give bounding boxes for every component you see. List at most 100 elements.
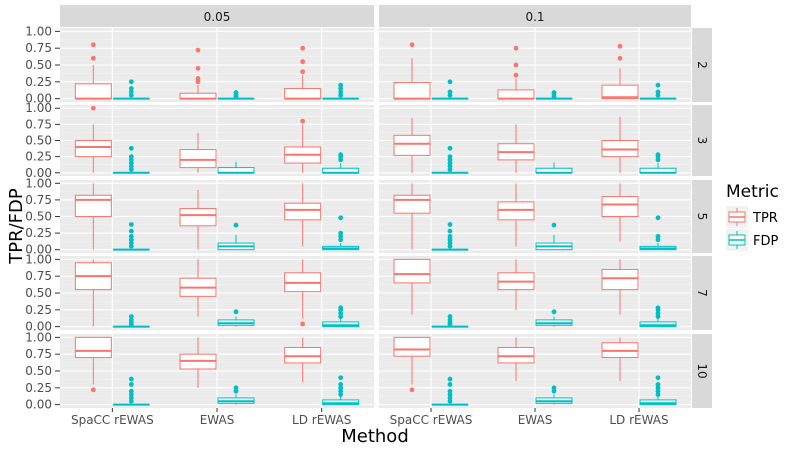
- box-fdp: [431, 145, 469, 174]
- outlier-point: [128, 240, 134, 246]
- outlier-point: [447, 240, 453, 246]
- y-tick-label: 0.50: [25, 134, 52, 148]
- y-tick-label: 0.50: [25, 286, 52, 300]
- box-fdp: [639, 215, 677, 251]
- outlier-point: [128, 89, 134, 95]
- box-body: [639, 399, 677, 406]
- box-body: [601, 84, 639, 100]
- y-tick-label: 0.00: [25, 243, 52, 257]
- y-tick-label: 0.00: [25, 92, 52, 106]
- col-strip-label: 0.05: [204, 10, 231, 24]
- outlier-point: [128, 154, 134, 160]
- outlier-point: [655, 382, 661, 387]
- y-tick-label: 0.75: [25, 269, 52, 283]
- box-fdp: [431, 222, 469, 251]
- box-fdp: [112, 376, 150, 406]
- outlier-point: [655, 388, 661, 394]
- y-tick-label: 1.00: [25, 176, 52, 190]
- outlier-point: [655, 392, 661, 397]
- box-body: [322, 399, 360, 406]
- outlier-point: [338, 314, 344, 319]
- box-body: [393, 134, 431, 156]
- outlier-point: [447, 222, 453, 227]
- outlier-point: [128, 237, 134, 243]
- col-strip-label: 0.1: [525, 10, 544, 24]
- box-fdp: [217, 90, 255, 100]
- box-fdp: [217, 222, 255, 251]
- outlier-point: [655, 234, 661, 239]
- row-strip: [692, 28, 712, 102]
- outlier-point: [513, 62, 519, 68]
- outlier-point: [300, 45, 306, 51]
- box-fdp: [431, 314, 469, 328]
- outlier-point: [447, 243, 453, 249]
- outlier-point: [655, 237, 661, 243]
- outlier-point: [128, 392, 134, 397]
- y-tick-label: 0.25: [25, 226, 52, 240]
- box-tpr: [601, 116, 639, 173]
- box-fdp: [431, 376, 469, 406]
- outlier-point: [655, 82, 661, 88]
- box-tpr: [179, 259, 217, 317]
- outlier-point: [447, 395, 453, 401]
- outlier-point: [513, 45, 519, 51]
- box-fdp: [217, 385, 255, 405]
- y-tick-label: 0.25: [25, 381, 52, 395]
- box-tpr: [601, 337, 639, 382]
- outlier-point: [447, 92, 453, 98]
- box-tpr: [393, 336, 431, 393]
- box-body: [393, 336, 431, 357]
- y-tick-label: 0.00: [25, 166, 52, 180]
- box-tpr: [497, 183, 535, 247]
- outlier-point: [128, 86, 134, 91]
- outlier-point: [338, 86, 344, 91]
- outlier-point: [233, 90, 239, 95]
- outlier-point: [195, 79, 201, 85]
- outlier-point: [447, 145, 453, 151]
- box-tpr: [179, 337, 217, 388]
- outlier-point: [128, 382, 134, 387]
- outlier-point: [655, 215, 661, 221]
- outlier-point: [551, 388, 557, 394]
- box-fdp: [322, 375, 360, 406]
- box-fdp: [535, 309, 573, 327]
- axes: 0.000.250.500.751.000.000.250.500.751.00…: [25, 24, 668, 427]
- row-strip-label: 10: [695, 363, 709, 378]
- y-tick-label: 0.50: [25, 364, 52, 378]
- outlier-point: [128, 222, 134, 227]
- row-strip: [692, 256, 712, 330]
- box-body: [284, 88, 322, 100]
- outlier-point: [300, 321, 306, 327]
- outlier-point: [447, 154, 453, 160]
- outlier-point: [128, 228, 134, 234]
- row-strip-label: 7: [695, 289, 709, 297]
- outlier-point: [128, 314, 134, 319]
- outlier-point: [338, 392, 344, 397]
- box-fdp: [639, 305, 677, 328]
- outlier-point: [128, 92, 134, 98]
- outlier-point: [338, 82, 344, 88]
- box-fdp: [322, 215, 360, 251]
- y-tick-label: 0.25: [25, 150, 52, 164]
- box-body: [74, 336, 112, 359]
- outlier-point: [338, 230, 344, 236]
- box-tpr: [497, 45, 535, 100]
- outlier-point: [195, 65, 201, 71]
- outlier-point: [128, 79, 134, 85]
- outlier-point: [128, 398, 134, 404]
- row-strip-label: 3: [695, 137, 709, 145]
- box-tpr: [284, 259, 322, 327]
- row-strip: [692, 334, 712, 408]
- outlier-point: [128, 317, 134, 323]
- box-tpr: [393, 183, 431, 250]
- box-fdp: [535, 385, 573, 405]
- col-strip: [60, 5, 374, 27]
- outlier-point: [338, 92, 344, 98]
- outlier-point: [338, 388, 344, 394]
- y-tick-label: 0.00: [25, 320, 52, 334]
- outlier-point: [338, 385, 344, 391]
- box-fdp: [535, 222, 573, 251]
- outlier-point: [551, 90, 557, 95]
- box-tpr: [601, 259, 639, 315]
- row-strip: [692, 180, 712, 253]
